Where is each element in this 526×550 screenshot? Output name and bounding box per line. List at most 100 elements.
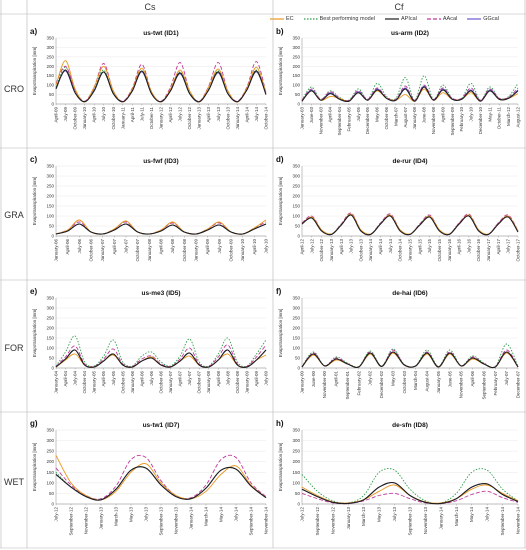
- y-tick-label: 300: [46, 45, 54, 50]
- x-tick-label: January-10: [82, 107, 87, 130]
- series-line: [55, 466, 267, 501]
- y-tick-label: 250: [292, 316, 300, 321]
- x-tick-label: January-10: [240, 239, 245, 262]
- x-tick-label: February-10: [459, 107, 464, 132]
- x-tick-label: July-17: [506, 239, 511, 254]
- y-tick-label: 50: [295, 356, 301, 361]
- legend-item: Best performing model: [303, 16, 375, 22]
- x-tick-label: April-10: [252, 239, 257, 255]
- x-tick-label: July-02: [368, 371, 373, 386]
- x-tick-label: July-12: [54, 507, 59, 522]
- x-tick-label: October-06: [159, 371, 164, 394]
- x-tick-label: June-00: [311, 371, 316, 388]
- x-tick-label: January-09: [244, 371, 249, 394]
- x-tick-label: April-04: [63, 371, 68, 387]
- chart-panel: b) us-arm (ID2) Evapotranspiration [mm] 0 50…: [276, 27, 521, 136]
- y-tick-label: 150: [46, 204, 54, 209]
- y-tick-label: 50: [49, 356, 55, 361]
- x-tick-label: August-12: [516, 107, 521, 128]
- x-tick-label: July-09: [264, 371, 269, 386]
- x-tick-label: April-12: [168, 107, 173, 123]
- x-tick-label: April-08: [216, 371, 221, 387]
- y-tick-label: 350: [46, 164, 54, 169]
- x-tick-label: July-07: [504, 371, 509, 386]
- y-tick-label: 0: [51, 102, 54, 107]
- legend: EC Best performing model APIcal AAcal GGcal: [270, 16, 499, 22]
- legend-label: GGcal: [483, 16, 499, 22]
- x-tick-label: July-15: [427, 239, 432, 254]
- row-label-wet: WET: [4, 477, 24, 487]
- y-tick-label: 150: [46, 73, 54, 78]
- series-line: [301, 214, 519, 236]
- y-tick-label: 0: [297, 502, 300, 507]
- y-tick-label: 0: [51, 366, 54, 371]
- panel-letter: g): [30, 419, 38, 428]
- series-line: [55, 60, 267, 103]
- x-tick-label: May-03: [390, 371, 395, 387]
- x-tick-label: October-08: [182, 239, 187, 262]
- legend-swatch: [384, 18, 399, 20]
- x-tick-label: October-09: [229, 239, 234, 262]
- x-tick-label: July-10: [469, 107, 474, 122]
- x-tick-label: June-08: [422, 107, 427, 124]
- x-tick-label: January-00: [300, 371, 305, 394]
- x-tick-label: January-09: [194, 239, 199, 262]
- y-tick-label: 0: [51, 502, 54, 507]
- column-header-cs: Cs: [144, 2, 156, 12]
- x-tick-label: December-05: [365, 107, 370, 135]
- x-tick-label: April-13: [206, 107, 211, 123]
- x-tick-label: October-15: [437, 239, 442, 262]
- y-axis-label: Evapotranspiration [mm]: [32, 443, 37, 492]
- y-tick-label: 200: [292, 459, 300, 464]
- y-tick-label: 50: [295, 224, 301, 229]
- legend-label: APIcal: [400, 16, 417, 22]
- x-tick-label: October-03: [402, 371, 407, 394]
- x-tick-label: October-04: [82, 371, 87, 394]
- x-tick-label: July-13: [349, 239, 354, 254]
- x-tick-label: December-10: [478, 107, 483, 135]
- y-tick-label: 150: [46, 336, 54, 341]
- x-tick-label: July-13: [144, 507, 149, 522]
- series-line: [301, 86, 519, 103]
- series-line: [301, 213, 519, 235]
- x-tick-label: July-13: [216, 107, 221, 122]
- x-tick-label: July-08: [225, 371, 230, 386]
- x-tick-label: November-00: [322, 371, 327, 399]
- x-tick-label: May-13: [129, 507, 134, 523]
- series-line: [301, 482, 519, 505]
- x-tick-label: January-08: [147, 239, 152, 262]
- y-tick-label: 350: [292, 164, 300, 169]
- x-tick-label: April-14: [378, 239, 383, 255]
- x-tick-label: February-02: [356, 371, 361, 396]
- y-tick-label: 250: [46, 316, 54, 321]
- x-tick-label: January-05: [92, 371, 97, 394]
- chart-panel: g) us-tw1 (ID7) Evapotranspiration [mm] 0 50…: [30, 419, 269, 536]
- x-tick-label: January-03: [300, 107, 305, 130]
- panel-letter: h): [276, 419, 284, 428]
- y-tick-label: 200: [46, 194, 54, 199]
- y-tick-label: 200: [292, 64, 300, 69]
- y-tick-label: 350: [46, 36, 54, 41]
- y-tick-label: 150: [46, 470, 54, 475]
- x-tick-label: November-13: [423, 507, 428, 535]
- y-tick-label: 100: [46, 480, 54, 485]
- x-tick-label: July-14: [254, 107, 259, 122]
- x-tick-label: July-05: [111, 371, 116, 386]
- y-tick-label: 300: [292, 306, 300, 311]
- x-tick-label: July-04: [73, 371, 78, 386]
- y-tick-label: 300: [46, 306, 54, 311]
- chart-title: de-hai (ID6): [392, 290, 427, 297]
- row-label-cro: CRO: [4, 84, 24, 94]
- panel-letter: f): [276, 287, 282, 296]
- y-tick-label: 250: [46, 184, 54, 189]
- x-tick-label: November-14: [516, 507, 521, 535]
- x-tick-label: January-12: [159, 107, 164, 130]
- x-tick-label: January-13: [346, 507, 351, 530]
- x-tick-label: November-05: [459, 371, 464, 399]
- x-tick-label: October-08: [235, 371, 240, 394]
- series-line: [301, 484, 519, 504]
- y-tick-label: 100: [46, 346, 54, 351]
- y-tick-label: 350: [292, 36, 300, 41]
- x-tick-label: September-14: [249, 507, 254, 536]
